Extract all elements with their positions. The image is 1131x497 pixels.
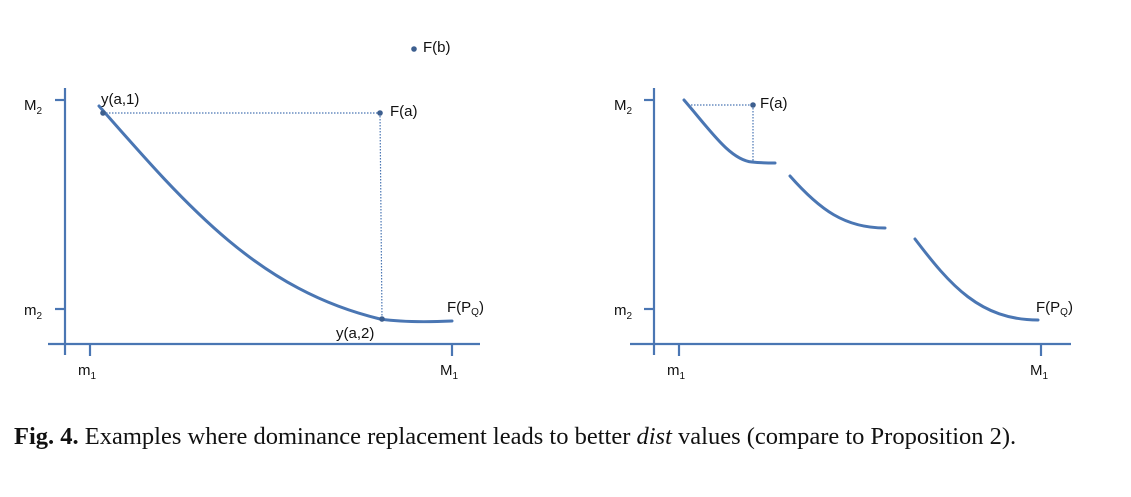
label-y-a2: y(a,2) xyxy=(336,325,374,342)
caption-italic-dist: dist xyxy=(636,423,672,450)
right-x-label-M1: M1 xyxy=(1030,362,1049,382)
point-F-a-left xyxy=(377,110,383,116)
label-F-b: F(b) xyxy=(423,39,451,56)
right-curve-segment-2 xyxy=(788,174,887,230)
right-curve-segment-3 xyxy=(913,237,1040,322)
label-F-PQ-right: F(PQ) xyxy=(1036,299,1073,318)
left-y-label-m2: m2 xyxy=(24,302,43,322)
left-x-label-m1: m1 xyxy=(78,362,97,382)
label-F-a-left: F(a) xyxy=(390,103,418,120)
left-pareto-curve xyxy=(97,104,454,324)
label-F-PQ-left: F(PQ) xyxy=(447,299,484,318)
left-panel: M2 m2 m1 M1 F(b) F(a) y(a,1) y(a,2) F(PQ… xyxy=(24,39,484,382)
figure-caption: Fig. 4. Examples where dominance replace… xyxy=(14,420,1114,453)
point-y-a1 xyxy=(100,110,106,116)
figure-canvas: M2 m2 m1 M1 F(b) F(a) y(a,1) y(a,2) F(PQ… xyxy=(24,39,1073,382)
right-y-label-m2: m2 xyxy=(614,302,633,322)
right-y-label-M2: M2 xyxy=(614,97,633,117)
point-F-b xyxy=(411,46,417,52)
point-F-a-right xyxy=(750,102,756,108)
caption-text-before: Examples where dominance replacement lea… xyxy=(78,423,637,450)
left-x-label-M1: M1 xyxy=(440,362,459,382)
left-y-label-M2: M2 xyxy=(24,97,43,117)
point-y-a2 xyxy=(379,316,385,322)
right-curve-segment-1 xyxy=(682,98,777,165)
right-x-label-m1: m1 xyxy=(667,362,686,382)
label-F-a-right: F(a) xyxy=(760,95,788,112)
right-panel: M2 m2 m1 M1 F(a) F(PQ) xyxy=(614,88,1073,382)
caption-label: Fig. 4. xyxy=(14,423,79,450)
caption-text-after: values (compare to Proposition 2). xyxy=(671,423,1017,450)
left-dotted-vertical xyxy=(379,112,383,320)
label-y-a1: y(a,1) xyxy=(101,91,139,108)
